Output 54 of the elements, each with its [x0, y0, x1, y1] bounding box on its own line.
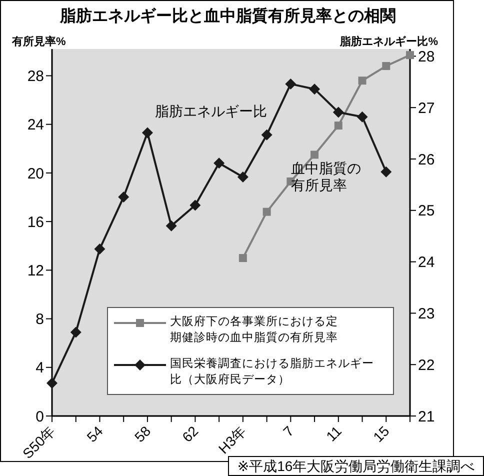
y-axis-title: 有所見率%	[12, 34, 66, 49]
y-tick-label: 0	[36, 408, 44, 426]
annotation: 脂肪エネルギー比	[155, 103, 267, 121]
y2-tick-label: 28	[418, 48, 435, 66]
point	[332, 106, 344, 118]
point	[382, 62, 390, 70]
point	[70, 326, 82, 338]
point	[142, 127, 153, 138]
point	[334, 122, 342, 130]
y-tick-label: 12	[27, 262, 44, 280]
x-tick-label: S50年	[19, 422, 58, 462]
y2-tick-label: 24	[418, 254, 435, 272]
point	[309, 84, 320, 95]
y2-tick-label: 23	[418, 306, 435, 323]
point	[310, 150, 319, 159]
point	[356, 111, 368, 122]
point	[238, 254, 247, 262]
y2-tick-label: 27	[418, 100, 435, 117]
point	[358, 76, 366, 85]
y2-tick-label: 26	[418, 151, 435, 168]
x-tick-label: 58	[131, 422, 154, 446]
point	[285, 78, 296, 90]
annotation: 血中脂質の有所見率	[291, 160, 362, 194]
x-tick-label: H3年	[215, 422, 250, 457]
point	[118, 192, 130, 203]
y-tick-label: 4	[36, 360, 44, 377]
legend-label: 国民栄養調査における脂肪エネルギー比（大阪府民データ）	[170, 356, 375, 388]
chart-title: 脂肪エネルギー比と血中脂質有所見率との相関	[58, 6, 397, 27]
point	[94, 243, 106, 254]
x-tick-label: 11	[322, 422, 345, 444]
point	[380, 166, 392, 178]
y-tick-label: 24	[27, 116, 44, 134]
y2-tick-label: 25	[418, 202, 435, 220]
y-tick-label: 8	[36, 311, 44, 328]
point	[166, 220, 177, 232]
point	[262, 208, 271, 216]
x-tick-label: 54	[84, 422, 106, 446]
x-tick-label: 62	[178, 422, 202, 446]
point	[46, 378, 58, 389]
y2-axis-title: 脂肪エネルギー比%	[340, 34, 438, 49]
x-tick-label: 7	[280, 422, 297, 440]
y2-tick-label: 21	[418, 408, 435, 426]
text: ※平成16年大阪労働局労働衛生課調べ	[228, 456, 484, 476]
point	[261, 129, 272, 140]
y-tick-label: 28	[27, 68, 44, 86]
point	[190, 200, 201, 211]
y2-tick-label: 22	[418, 356, 435, 374]
y-tick-label: 20	[27, 165, 44, 182]
legend-label: 大阪府下の各事業所における定期健診時の血中脂質の有所見率	[170, 314, 339, 346]
point	[237, 171, 248, 182]
point	[406, 51, 414, 60]
point	[214, 158, 225, 169]
y-tick-label: 16	[27, 214, 44, 231]
x-tick-label: 15	[370, 422, 392, 446]
